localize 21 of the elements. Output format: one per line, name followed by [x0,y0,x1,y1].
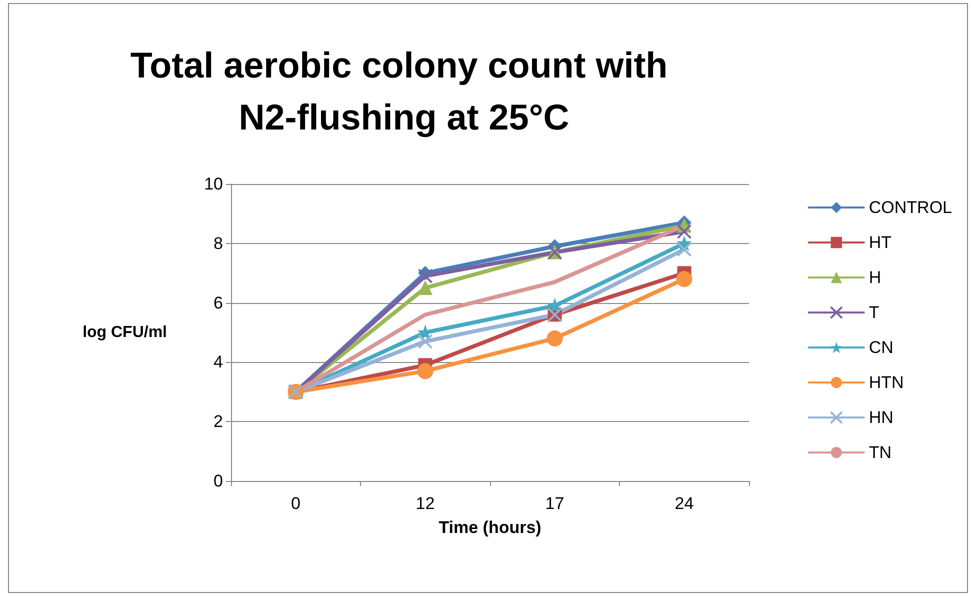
y-tick-label: 2 [214,412,223,432]
y-tick-label: 4 [214,352,223,372]
legend-label: HT [868,233,892,252]
legend-label: CONTROL [868,198,952,217]
y-tick-label: 0 [214,472,223,490]
y-tick-label: 10 [204,174,223,194]
chart-title: Total aerobic colony count with N2-flushing at 25°C [130,44,678,138]
legend-label: CN [868,338,894,357]
legend-label: TN [868,443,892,462]
x-tick-label: 24 [674,494,694,513]
x-tick-label: 12 [416,494,435,513]
x-tick-label: 17 [545,494,564,513]
y-tick-label: 6 [214,293,223,312]
x-axis-title: Time (hours) [438,518,542,537]
y-tick-label: 8 [214,234,223,253]
legend-label: H [868,268,882,287]
legend-label: HN [868,408,894,427]
legend-label: T [868,303,880,322]
x-tick-label: 0 [291,494,300,513]
legend-label: HTN [868,373,904,392]
y-axis-title: log CFU/ml [82,324,167,341]
